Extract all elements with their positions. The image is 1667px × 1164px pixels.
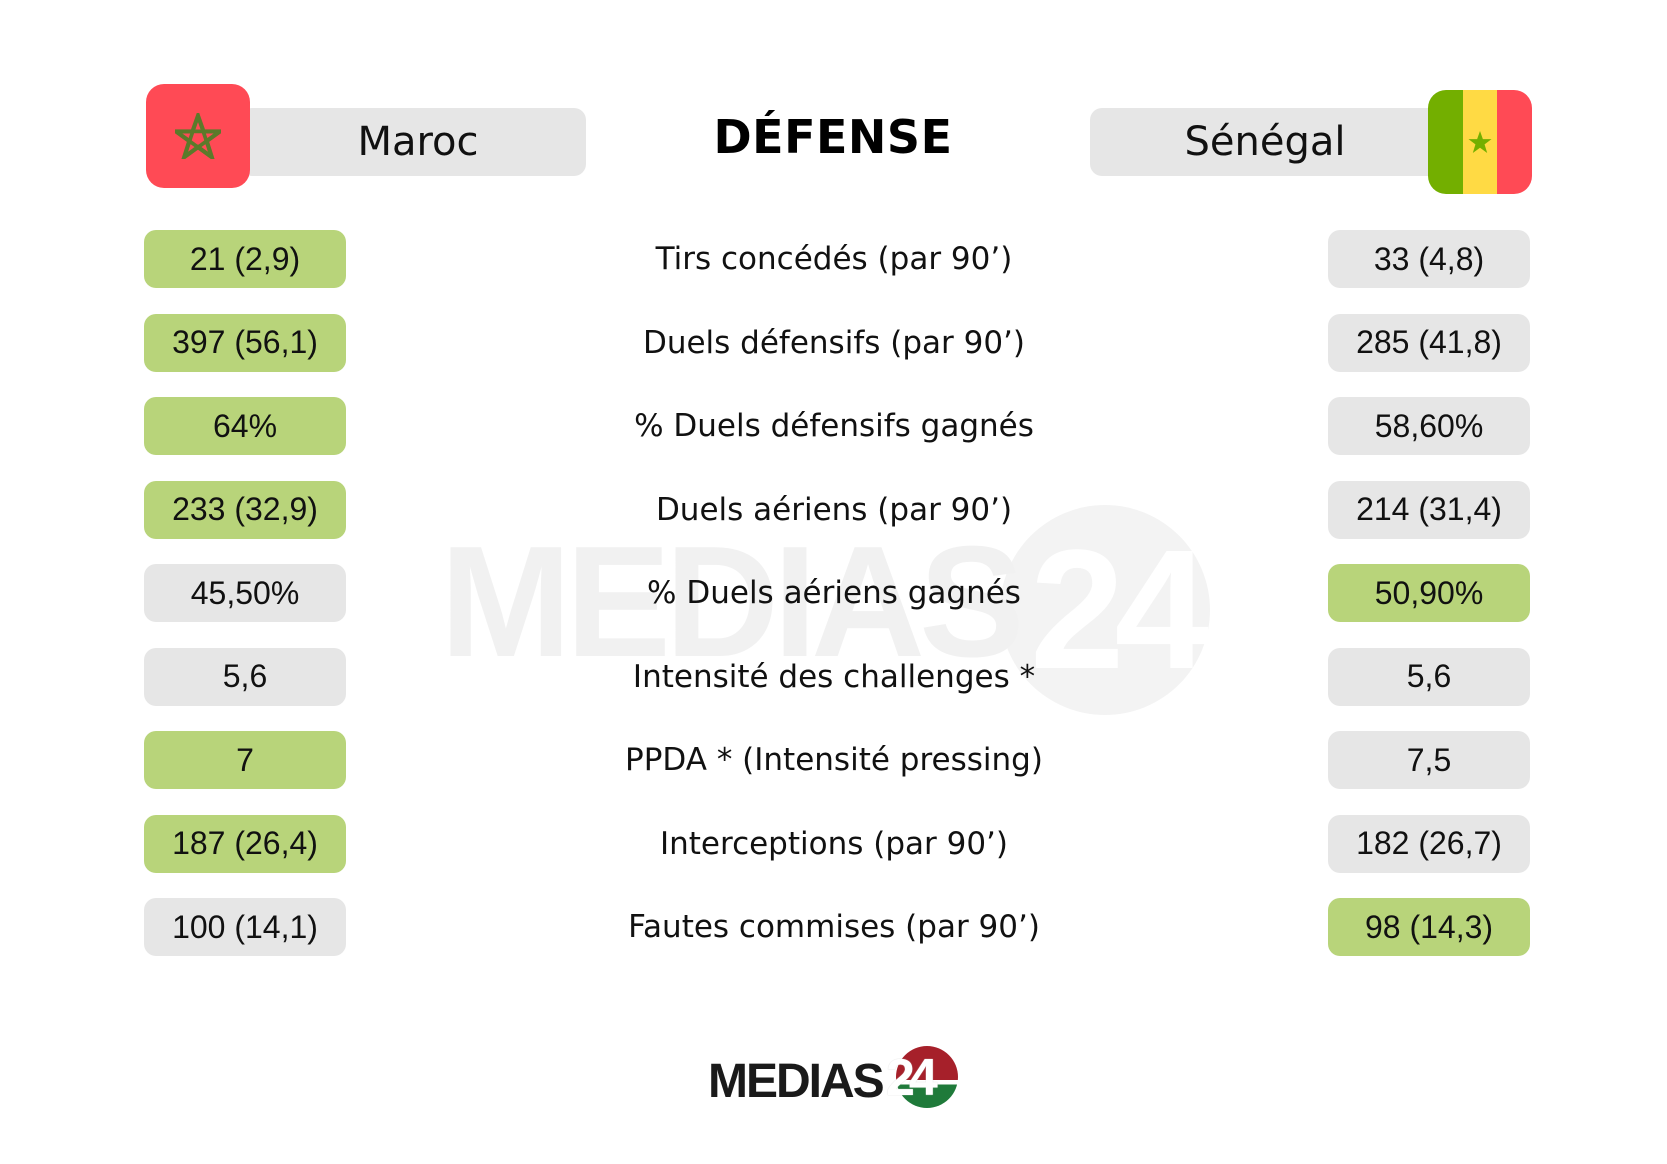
medias24-logo: MEDIAS 24 bbox=[708, 1046, 968, 1118]
left-team-value: 187 (26,4) bbox=[144, 814, 346, 873]
team-name-left: Maroc bbox=[240, 108, 586, 176]
right-team-value: 214 (31,4) bbox=[1328, 480, 1530, 539]
left-team-value: 233 (32,9) bbox=[144, 480, 346, 539]
left-team-value: 5,6 bbox=[144, 647, 346, 706]
right-team-value: 50,90% bbox=[1328, 564, 1530, 622]
stat-row: 64% % Duels défensifs gagnés 58,60% bbox=[0, 397, 1667, 455]
right-team-value: 33 (4,8) bbox=[1328, 230, 1530, 288]
stat-label: % Duels défensifs gagnés bbox=[634, 408, 1034, 444]
stat-row: 21 (2,9) Tirs concédés (par 90’) 33 (4,8) bbox=[0, 230, 1667, 288]
left-team-value: 397 (56,1) bbox=[144, 313, 346, 372]
pentagram-star-icon bbox=[175, 113, 221, 159]
stat-row: 7 PPDA * (Intensité pressing) 7,5 bbox=[0, 731, 1667, 789]
logo-badge-circle bbox=[896, 1046, 958, 1108]
left-team-value: 7 bbox=[144, 731, 346, 789]
left-team-value: 21 (2,9) bbox=[144, 230, 346, 288]
right-team-value: 5,6 bbox=[1328, 647, 1530, 706]
section-title: DÉFENSE bbox=[713, 110, 953, 164]
logo-number: 24 bbox=[886, 1049, 938, 1107]
stat-row: 187 (26,4) Interceptions (par 90’) 182 (26… bbox=[0, 814, 1667, 873]
left-team-value: 64% bbox=[144, 397, 346, 455]
morocco-flag-icon bbox=[146, 84, 250, 188]
left-team-value: 100 (14,1) bbox=[144, 898, 346, 956]
stat-label: Intensité des challenges * bbox=[632, 658, 1036, 695]
stat-label: % Duels aériens gagnés bbox=[647, 575, 1021, 611]
stat-row: 45,50% % Duels aériens gagnés 50,90% bbox=[0, 564, 1667, 622]
stat-label: Tirs concédés (par 90’) bbox=[655, 241, 1013, 277]
flag-stripe-green bbox=[1428, 90, 1463, 194]
stat-row: 233 (32,9) Duels aériens (par 90’) 214 (31… bbox=[0, 480, 1667, 539]
stat-label: Duels défensifs (par 90’) bbox=[642, 324, 1026, 361]
right-team-value: 58,60% bbox=[1328, 397, 1530, 455]
senegal-flag-icon bbox=[1428, 90, 1532, 194]
right-team-value: 7,5 bbox=[1328, 731, 1530, 789]
stat-label: PPDA * (Intensité pressing) bbox=[625, 742, 1043, 778]
logo-text: MEDIAS bbox=[708, 1055, 885, 1108]
flag-stripe-red bbox=[1497, 90, 1532, 194]
team-name-right-label: Sénégal bbox=[1184, 119, 1346, 165]
team-name-right: Sénégal bbox=[1090, 108, 1450, 176]
stat-row: 5,6 Intensité des challenges * 5,6 bbox=[0, 647, 1667, 706]
team-name-left-label: Maroc bbox=[357, 119, 479, 165]
stat-label: Duels aériens (par 90’) bbox=[655, 491, 1013, 528]
stat-row: 397 (56,1) Duels défensifs (par 90’) 285 (… bbox=[0, 313, 1667, 372]
right-team-value: 182 (26,7) bbox=[1328, 814, 1530, 873]
right-team-value: 285 (41,8) bbox=[1328, 313, 1530, 372]
star-icon bbox=[1468, 130, 1492, 154]
stat-label: Interceptions (par 90’) bbox=[659, 825, 1009, 862]
stat-label: Fautes commises (par 90’) bbox=[628, 909, 1040, 945]
right-team-value: 98 (14,3) bbox=[1328, 898, 1530, 956]
left-team-value: 45,50% bbox=[144, 564, 346, 622]
stat-row: 100 (14,1) Fautes commises (par 90’) 98 (1… bbox=[0, 898, 1667, 956]
